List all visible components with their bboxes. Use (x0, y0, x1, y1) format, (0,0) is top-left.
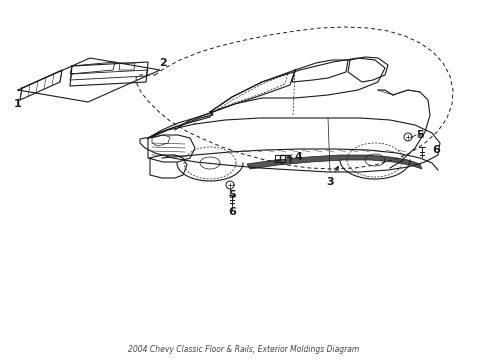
Text: 1: 1 (14, 99, 22, 109)
Text: 2: 2 (159, 58, 166, 68)
Text: 4: 4 (293, 152, 301, 162)
Text: 6: 6 (431, 145, 439, 155)
Text: 5: 5 (415, 130, 423, 140)
Text: 5: 5 (228, 190, 235, 200)
Polygon shape (246, 155, 421, 169)
Text: 2004 Chevy Classic Floor & Rails, Exterior Moldings Diagram: 2004 Chevy Classic Floor & Rails, Exteri… (128, 346, 359, 355)
Text: 6: 6 (227, 207, 235, 217)
Text: 3: 3 (325, 166, 338, 187)
